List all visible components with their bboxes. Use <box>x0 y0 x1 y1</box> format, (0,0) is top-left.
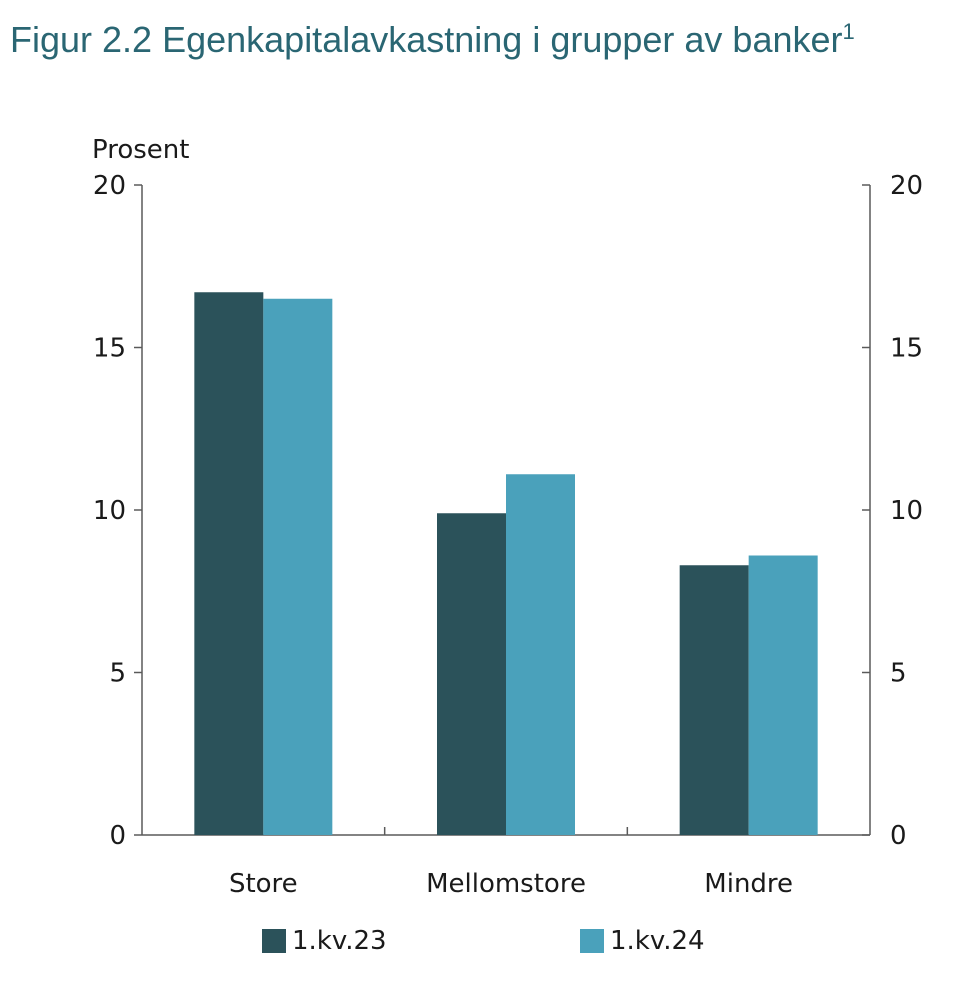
y-axis-label: Prosent <box>92 135 189 165</box>
y-tick-label-left: 20 <box>93 171 126 201</box>
legend-item-series-1: 1.kv.23 <box>262 926 387 956</box>
legend: 1.kv.23 1.kv.24 <box>0 926 960 966</box>
x-tick-labels: Store Mellomstore Mindre <box>229 869 793 899</box>
y-tick-label-right: 15 <box>890 334 923 364</box>
bar-mindre-series-2 <box>748 555 818 835</box>
y-tick-label-right: 10 <box>890 496 923 526</box>
bars-group <box>194 292 818 835</box>
bar-store-series-2 <box>263 298 333 835</box>
legend-label-series-2: 1.kv.24 <box>610 926 705 956</box>
x-tick-label-mellomstore: Mellomstore <box>426 869 586 899</box>
legend-label-series-1: 1.kv.23 <box>292 926 387 956</box>
y-tick-label-left: 15 <box>93 334 126 364</box>
y-tick-label-left: 0 <box>109 821 126 851</box>
x-tick-label-mindre: Mindre <box>704 869 793 899</box>
legend-item-series-2: 1.kv.24 <box>580 926 705 956</box>
bar-mindre-series-1 <box>679 565 749 835</box>
legend-swatch-series-2 <box>580 929 604 953</box>
legend-swatch-series-1 <box>262 929 286 953</box>
y-tick-label-right: 5 <box>890 659 907 689</box>
bar-mellomstore-series-1 <box>437 513 506 835</box>
title-footnote-marker: 1 <box>842 19 855 44</box>
x-tick-label-store: Store <box>229 869 298 899</box>
y-tick-label-right: 20 <box>890 171 923 201</box>
y-tick-label-left: 5 <box>109 659 126 689</box>
bar-store-series-1 <box>194 292 264 835</box>
axes: 0 0 5 5 10 10 15 15 20 20 <box>93 171 923 851</box>
y-tick-label-left: 10 <box>93 496 126 526</box>
y-tick-label-right: 0 <box>890 821 907 851</box>
bar-mellomstore-series-2 <box>506 474 575 835</box>
chart-title: Figur 2.2 Egenkapitalavkastning i gruppe… <box>10 18 910 62</box>
chart-title-text: Figur 2.2 Egenkapitalavkastning i gruppe… <box>10 19 843 60</box>
